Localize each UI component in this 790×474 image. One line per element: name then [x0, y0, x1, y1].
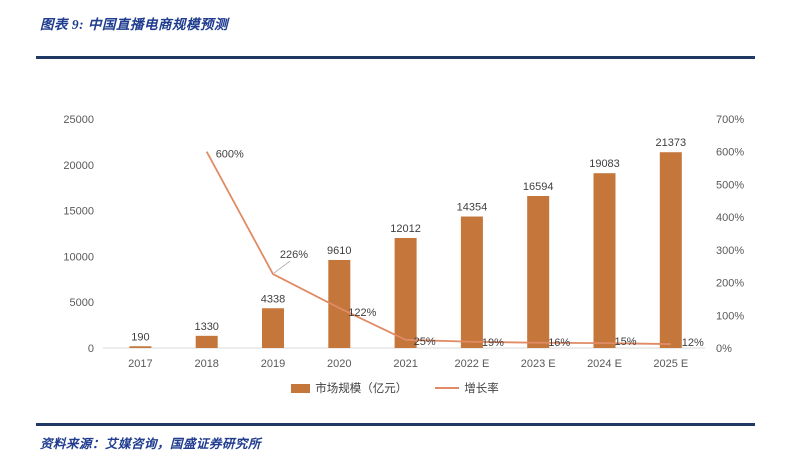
- x-axis-label: 2023 E: [521, 358, 556, 370]
- right-axis-tick: 700%: [716, 114, 744, 126]
- right-axis-tick: 0%: [716, 343, 732, 355]
- line-value-label: 12%: [682, 337, 704, 349]
- left-axis-tick: 5000: [70, 297, 94, 309]
- line-value-label: 16%: [548, 337, 570, 349]
- bar-2023 E: [527, 195, 550, 348]
- line-value-label: 226%: [280, 249, 308, 261]
- growth-rate-line: [205, 151, 671, 345]
- bar-value-label: 16594: [523, 181, 554, 193]
- bar-value-label: 190: [131, 331, 149, 343]
- legend-item-growth-rate: 增长率: [435, 380, 499, 396]
- line-value-label: 15%: [615, 336, 637, 348]
- left-axis-tick: 0: [88, 343, 94, 355]
- legend-item-market-size: 市场规模（亿元）: [291, 380, 407, 396]
- line-value-label: 122%: [348, 307, 376, 319]
- bar-swatch-icon: [291, 383, 311, 393]
- x-axis-label: 2017: [128, 358, 152, 370]
- bar-2022 E: [460, 216, 483, 348]
- right-axis-tick: 500%: [716, 179, 744, 191]
- bar-2018: [195, 335, 218, 348]
- line-value-label: 25%: [414, 336, 436, 348]
- bar-value-label: 9610: [327, 245, 351, 257]
- line-value-label: 19%: [482, 337, 504, 349]
- x-axis-label: 2025 E: [653, 358, 688, 370]
- x-axis-label: 2019: [261, 358, 285, 370]
- left-axis-tick: 10000: [63, 251, 94, 263]
- legend-label-growth-rate: 增长率: [464, 383, 499, 395]
- x-axis-label: 2021: [393, 358, 417, 370]
- bar-2020: [328, 259, 351, 348]
- bar-value-label: 12012: [390, 223, 421, 235]
- bar-value-label: 14354: [457, 202, 488, 214]
- bar-2025 E: [659, 152, 682, 348]
- right-axis-tick: 100%: [716, 310, 744, 322]
- bar-2024 E: [593, 173, 616, 348]
- bar-value-label: 1330: [194, 321, 218, 333]
- right-axis-tick: 300%: [716, 245, 744, 257]
- x-axis-label: 2024 E: [587, 358, 622, 370]
- chart-legend: 市场规模（亿元） 增长率: [0, 379, 790, 397]
- bar-value-label: 19083: [589, 158, 620, 170]
- left-axis-tick: 25000: [63, 114, 94, 126]
- right-axis-tick: 200%: [716, 278, 744, 290]
- source-note: 资料来源：艾媒咨询，国盛证券研究所: [40, 437, 262, 451]
- bar-2021: [394, 237, 417, 348]
- bar-2017: [129, 346, 152, 348]
- bar-value-label: 4338: [261, 293, 285, 305]
- x-axis-label: 2022 E: [454, 358, 489, 370]
- figure-title: 图表 9: 中国直播电商规模预测: [40, 17, 228, 32]
- line-value-label: 600%: [216, 149, 244, 161]
- bar-value-label: 21373: [656, 137, 687, 149]
- left-axis-tick: 20000: [63, 160, 94, 172]
- left-axis-tick: 15000: [63, 206, 94, 218]
- right-axis-tick: 400%: [716, 212, 744, 224]
- x-axis-label: 2018: [194, 358, 218, 370]
- right-axis-tick: 600%: [716, 147, 744, 159]
- x-axis-label: 2020: [327, 358, 351, 370]
- line-swatch-icon: [435, 387, 460, 389]
- header-divider: [36, 56, 755, 59]
- bar-2019: [262, 308, 284, 348]
- legend-label-market-size: 市场规模（亿元）: [315, 383, 408, 395]
- footer-divider: [36, 423, 755, 426]
- callout-leader-line: [273, 260, 291, 274]
